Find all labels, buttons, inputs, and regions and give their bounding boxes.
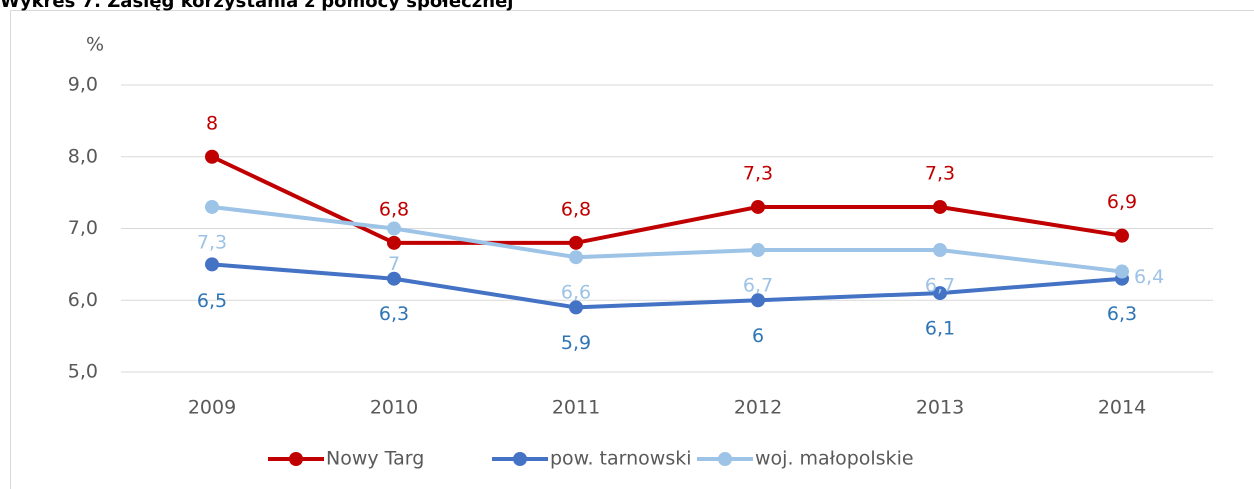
data-point — [569, 235, 583, 250]
data-label: 7,3 — [925, 162, 955, 184]
data-point — [387, 235, 401, 250]
data-point — [933, 286, 947, 301]
x-tick-label: 2010 — [370, 397, 418, 419]
chart-border — [10, 10, 1254, 489]
data-point — [205, 199, 219, 214]
y-tick-label: 8,0 — [68, 145, 98, 167]
data-point — [1115, 228, 1129, 243]
data-point — [751, 199, 765, 214]
y-tick-label: 5,0 — [68, 361, 98, 383]
data-point — [205, 257, 219, 272]
data-label: 7,3 — [197, 231, 227, 253]
legend-swatch-marker — [718, 452, 732, 466]
data-label: 6,4 — [1134, 266, 1164, 288]
x-tick-label: 2009 — [188, 397, 236, 419]
data-label: 6,6 — [561, 282, 591, 304]
x-tick-label: 2013 — [916, 397, 964, 419]
data-point — [387, 271, 401, 286]
data-label: 7,3 — [743, 162, 773, 184]
data-label: 6,9 — [1107, 191, 1137, 213]
data-point — [751, 243, 765, 258]
data-label: 6,7 — [743, 275, 773, 297]
data-point — [933, 199, 947, 214]
legend-label: pow. tarnowski — [550, 448, 692, 470]
legend-swatch-marker — [289, 452, 303, 466]
series-line — [211, 154, 1123, 245]
x-tick-label: 2014 — [1098, 397, 1146, 419]
data-label: 8 — [206, 112, 218, 134]
data-point — [569, 250, 583, 265]
y-tick-label: 9,0 — [68, 74, 98, 96]
legend-label: Nowy Targ — [326, 448, 424, 470]
series-line — [211, 262, 1123, 310]
data-label: 6 — [752, 325, 764, 347]
data-point — [751, 293, 765, 308]
x-tick-label: 2012 — [734, 397, 782, 419]
data-label: 6,8 — [561, 198, 591, 220]
data-label: 6,1 — [925, 318, 955, 340]
data-label: 6,5 — [197, 290, 227, 312]
data-point — [1115, 264, 1129, 279]
data-point — [387, 221, 401, 236]
legend-swatch-marker — [513, 452, 527, 466]
y-axis-label: % — [86, 34, 104, 56]
data-point — [569, 300, 583, 315]
data-point — [205, 149, 219, 164]
data-label: 5,9 — [561, 332, 591, 354]
legend-label: woj. małopolskie — [755, 448, 914, 470]
data-label: 6,8 — [379, 198, 409, 220]
x-tick-label: 2011 — [552, 397, 600, 419]
data-point — [933, 243, 947, 258]
series-line — [211, 204, 1123, 274]
data-label: 7 — [388, 253, 400, 275]
data-label: 6,7 — [925, 275, 955, 297]
y-tick-label: 7,0 — [68, 217, 98, 239]
chart-title: Wykres 7. Zasięg korzystania z pomocy sp… — [0, 0, 513, 12]
y-tick-label: 6,0 — [68, 289, 98, 311]
data-label: 6,3 — [1107, 303, 1137, 325]
data-label: 6,3 — [379, 303, 409, 325]
